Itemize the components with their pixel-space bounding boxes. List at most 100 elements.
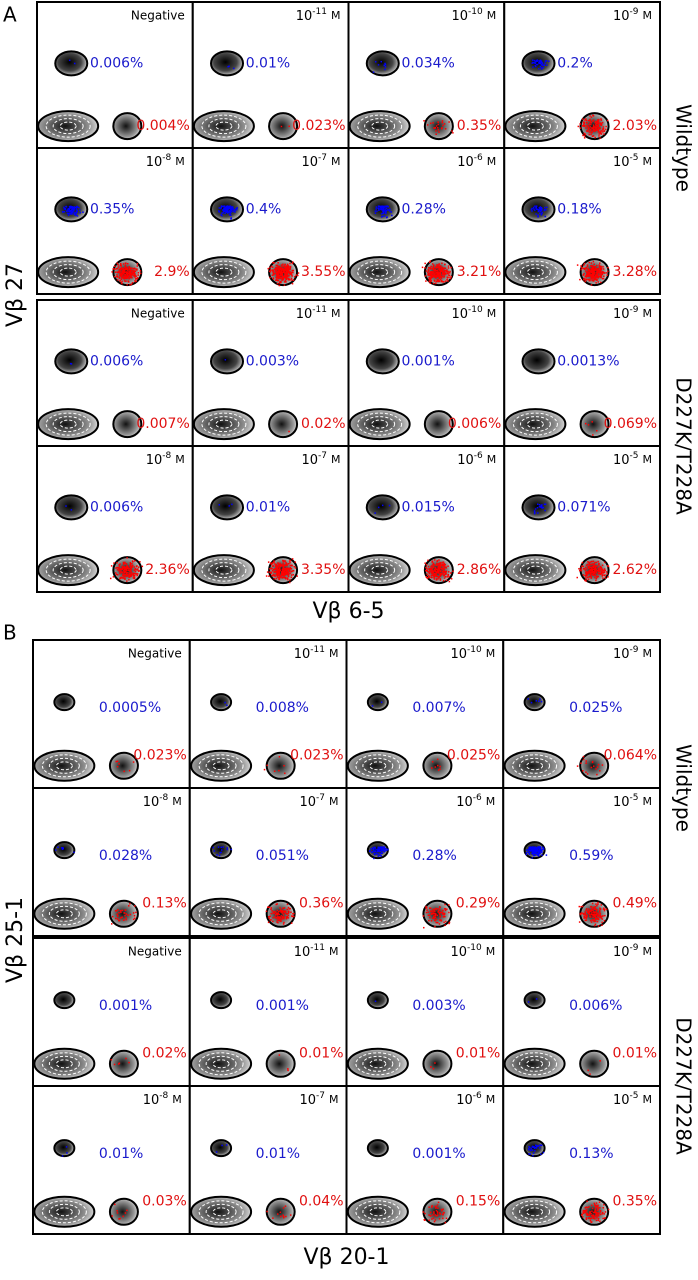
contour-ring [526,1207,544,1217]
red-event [286,569,288,571]
red-event [282,268,284,270]
red-event [129,565,131,567]
red-event [280,272,283,274]
blue-event [537,210,540,213]
red-event [587,910,589,912]
red-event [596,576,598,579]
red-event [286,266,288,269]
red-event [437,566,440,568]
red-event [116,765,119,768]
red-event [593,913,595,915]
blue-event [219,851,221,854]
red-event [590,123,592,126]
red-event [434,267,437,269]
red-event [582,279,585,281]
red-event [126,271,129,273]
red-event [122,562,125,565]
blue-event [536,849,538,852]
red-event [122,269,124,271]
blue-frequency: 0.003% [246,353,299,369]
red-event [427,272,430,275]
red-event [589,278,591,281]
contour-ring [512,1200,558,1224]
contour-ring [526,1059,544,1069]
red-event [122,561,125,564]
red-event [594,561,596,564]
red-event [115,573,118,576]
red-event [438,131,440,133]
red-event [588,275,590,278]
red-event [599,124,602,126]
blue-event [535,207,537,210]
red-event [590,276,592,279]
concentration-unit: M [172,795,182,808]
red-event [289,559,292,562]
red-event [119,572,121,575]
population-contour [210,991,233,1010]
concentration-label: 10-7 M [299,793,338,810]
concentration-label: 10-7 M [301,153,340,170]
red-event [133,905,136,907]
red-event [280,269,283,272]
red-event [117,908,119,911]
population-contour [365,348,400,375]
red-event [590,271,593,274]
red-event [595,577,598,580]
red-event [134,274,136,277]
red-event [434,907,437,910]
blue-frequency: 0.001% [401,353,454,369]
red-event [113,1063,116,1066]
blue-event [222,846,224,848]
red-event [291,271,293,274]
red-event [120,265,122,267]
blue-event [229,209,232,211]
blue-event [230,211,232,213]
blue-event [531,1145,534,1148]
group-label: D227K/T228A [672,1017,696,1155]
red-event [438,570,440,573]
blue-event [61,847,63,849]
blue-event [384,68,386,71]
red-event [586,773,589,775]
red-event [441,270,443,272]
red-event [125,1057,127,1060]
red-event [579,913,582,916]
blue-event [70,212,72,215]
red-event [129,561,132,564]
red-event [269,271,272,273]
red-event [600,904,603,906]
red-event [583,913,586,915]
contour-ring [364,562,396,579]
red-event [275,271,278,274]
blue-event [534,846,536,848]
red-event [448,274,451,277]
red-event [267,561,270,563]
red-event [591,570,593,572]
red-event [592,280,595,282]
concentration-base: 10 [143,795,160,810]
blue-event [529,1153,531,1155]
red-event [116,913,118,915]
flow-plot: 10-7 M0.01%0.04% [188,1085,348,1235]
contour-ring [198,754,244,778]
blue-event [385,205,388,208]
red-event [113,562,115,564]
red-event [595,122,598,125]
red-frequency: 2.36% [145,562,189,578]
blue-event [385,847,387,850]
red-event [285,276,287,279]
blue-frequency: 0.001% [99,998,152,1014]
red-frequency: 2.86% [457,562,501,578]
red-event [278,910,280,913]
red-event [129,563,132,566]
contour-ring [201,114,247,138]
blue-frequency: 0.001% [256,998,309,1014]
red-event [447,265,450,267]
red-event [435,564,438,567]
red-event [443,267,445,269]
red-event [601,921,603,924]
contour-ring [364,118,396,135]
red-event [115,760,117,763]
blue-event [379,852,382,855]
red-event [429,570,432,573]
